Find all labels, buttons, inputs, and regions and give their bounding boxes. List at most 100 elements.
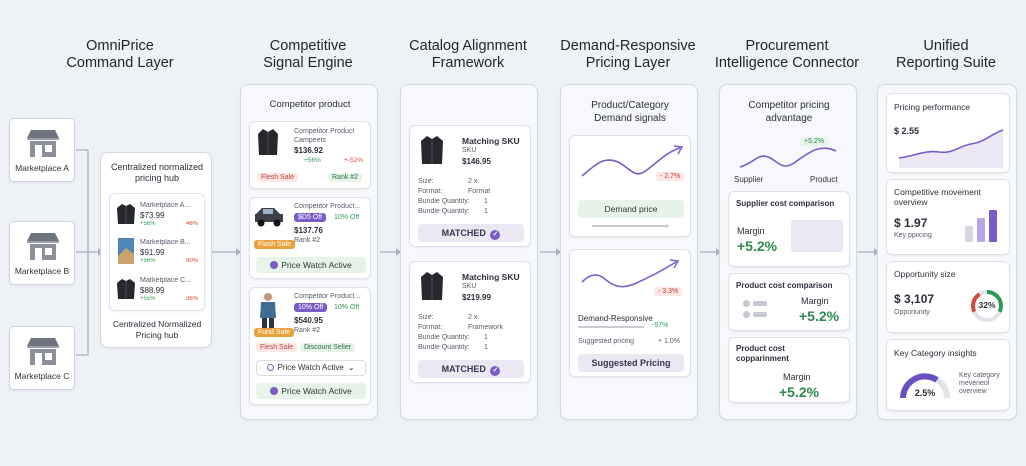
pricing-performance-card[interactable]: Pricing performance $ 2.55 [886, 93, 1010, 173]
discount-label: 10% Off [334, 304, 360, 311]
attr-value: 1 [484, 208, 488, 215]
insights-sub: Key category meveneol overview [959, 372, 1000, 395]
marketplace-c[interactable]: Marketplace C [9, 326, 75, 390]
item-down: 90% [186, 258, 199, 264]
attr-label: Bundle Quantity: [418, 344, 470, 351]
attr-label: Bundle Quantity: [418, 208, 470, 215]
competitor-price: $540.95 [294, 316, 323, 325]
suggested-delta: + 1.0% [658, 338, 680, 345]
margin-label: Margin [783, 372, 811, 382]
attr-label: Size: [418, 178, 434, 185]
supplier-cost-card[interactable]: Supplier cost comparison Margin +5.2% [728, 191, 850, 267]
matched-label: MATCHED [441, 228, 486, 238]
product-cost-copparinment-card[interactable]: Product cost copparinment Margin +5.2% [728, 337, 850, 403]
demand-card-2[interactable]: - 3.3% Demand-Responsive -57% Suggested … [569, 249, 691, 377]
competitor-card-2[interactable]: Competitor Product... $D5 Off 10% Off $1… [249, 197, 371, 279]
hub-footer: Centralized Normalized Pricing hub [112, 319, 202, 340]
sku-card-1[interactable]: Matching SKU SKU $146.95 Size: 2 x Forma… [409, 125, 531, 247]
margin-value: +5.2% [799, 308, 840, 324]
truck-icon [255, 208, 283, 227]
competitor-rank: Rank #2 [294, 237, 321, 244]
sku-title: Matching SKU [462, 272, 520, 282]
competitor-card-1[interactable]: Competitor Product Campeets $136.92 +56%… [249, 121, 371, 189]
clock-icon [267, 364, 275, 371]
demand-slider[interactable] [592, 225, 668, 227]
price-watch-active[interactable]: Price Watch Active [256, 383, 366, 399]
header-reporting: Unified Reporting Suite [896, 38, 996, 71]
header-demand: Demand-Responsive Pricing Layer [560, 38, 696, 71]
demand-panel: Product/Category Demand signals - 2.7% D… [560, 84, 698, 420]
jacket-icon [421, 272, 443, 300]
matched-status[interactable]: MATCHED ✓ [418, 360, 524, 378]
opportunity-size-card[interactable]: Opportunity size $ 3,107 Opporlunity 32% [886, 261, 1010, 333]
store-icon [27, 130, 59, 157]
card-title: Product cost comparison [736, 281, 833, 290]
demand-title: Product/Category Demand signals [591, 100, 669, 124]
procurement-title: Competitor pricing advantage [748, 100, 830, 124]
product-cost-card[interactable]: Product cost comparison Margin +5.2% [728, 273, 850, 331]
movement-bar [977, 218, 985, 242]
movement-sub: Key ppiicing [894, 232, 932, 239]
jacket-icon [117, 204, 135, 224]
marketplace-b[interactable]: Marketplace B [9, 221, 75, 285]
attr-value: 1 [484, 198, 488, 205]
price-watch-active[interactable]: Price Watch Active [256, 257, 366, 273]
demand-trend-line [581, 259, 680, 288]
attr-value: 1 [484, 334, 488, 341]
product-label: Product [810, 175, 838, 184]
item-up: +56% [140, 258, 156, 264]
person-icon [260, 293, 276, 328]
sku-card-2[interactable]: Matching SKU SKU $219.99 Size: 2 x Forma… [409, 261, 531, 383]
demand-delta: - 3.3% [654, 287, 683, 296]
jacket-icon [421, 136, 443, 164]
opportunity-ring [971, 290, 1003, 322]
responsive-slider[interactable] [578, 326, 644, 328]
movement-bar [989, 210, 997, 242]
competitor-price: $136.92 [294, 146, 323, 155]
demand-card-1[interactable]: - 2.7% Demand price › [569, 135, 691, 237]
header-catalog: Catalog Alignment Framework [409, 38, 527, 71]
item-name: Marketplace A... [140, 202, 191, 209]
list-item[interactable]: Marketplace A... $73.99 +56% 46% [110, 198, 206, 232]
watch-label: Price Watch Active [281, 386, 352, 396]
margin-value: +5.2% [779, 384, 820, 400]
performance-value: $ 2.55 [894, 126, 920, 136]
item-up: +55% [140, 296, 156, 302]
jacket-icon [117, 279, 135, 299]
competitor-rank: Rank #2 [294, 327, 321, 334]
card-title: Opportunity size [894, 269, 956, 279]
item-down: 46% [186, 221, 199, 227]
list-item[interactable]: Marketplace C... $88.99 +55% 36% [110, 273, 206, 307]
card-title: Supplier cost comparison [736, 199, 835, 208]
discount-seller-tag: Discount Seller [300, 343, 356, 352]
list-item[interactable]: Marketplace B... $91.99 +56% 90% [110, 235, 206, 269]
list-icon [743, 300, 767, 320]
insights-gauge [900, 373, 950, 399]
item-up: +56% [140, 221, 156, 227]
competitive-movement-card[interactable]: Competitive movement overview $ 1.97 Key… [886, 179, 1010, 255]
flash-sale-tag: Flash Sale [254, 240, 296, 249]
price-watch-dropdown[interactable]: Price Watch Active ⌄ [256, 360, 366, 376]
item-price: $73.99 [140, 211, 165, 220]
eye-icon [270, 261, 279, 269]
rank-tag: Rank #2 [328, 173, 363, 182]
chevron-down-icon: ⌄ [347, 363, 355, 372]
suggested-pricing-button[interactable]: Suggested Pricing [578, 354, 684, 372]
marketplace-label: Marketplace A [15, 163, 69, 173]
movement-bar [965, 226, 973, 242]
attr-value: 1 [484, 344, 488, 351]
demand-price-button[interactable]: Demand price [578, 200, 684, 218]
opportunity-value: $ 3,107 [894, 292, 935, 306]
competitor-card-3[interactable]: Competitor Product... 10% Off 10% Off $5… [249, 287, 371, 405]
attr-value: 2 x [468, 314, 478, 321]
marketplace-a[interactable]: Marketplace A [9, 118, 75, 182]
suggested-label: Suggested pricing [578, 338, 635, 345]
card-title: Key Category insights [894, 348, 977, 358]
sku-sub: SKU [462, 147, 477, 154]
header-omniprice: OmniPrice Command Layer [66, 38, 174, 71]
hub-title: Centralized normalized pricing hub [110, 162, 204, 183]
responsive-delta: -57% [652, 322, 669, 329]
matched-status[interactable]: MATCHED ✓ [418, 224, 524, 242]
marketplace-label: Marketplace C [14, 371, 70, 381]
category-insights-card[interactable]: Key Category insights 2.5% Key category … [886, 339, 1010, 411]
